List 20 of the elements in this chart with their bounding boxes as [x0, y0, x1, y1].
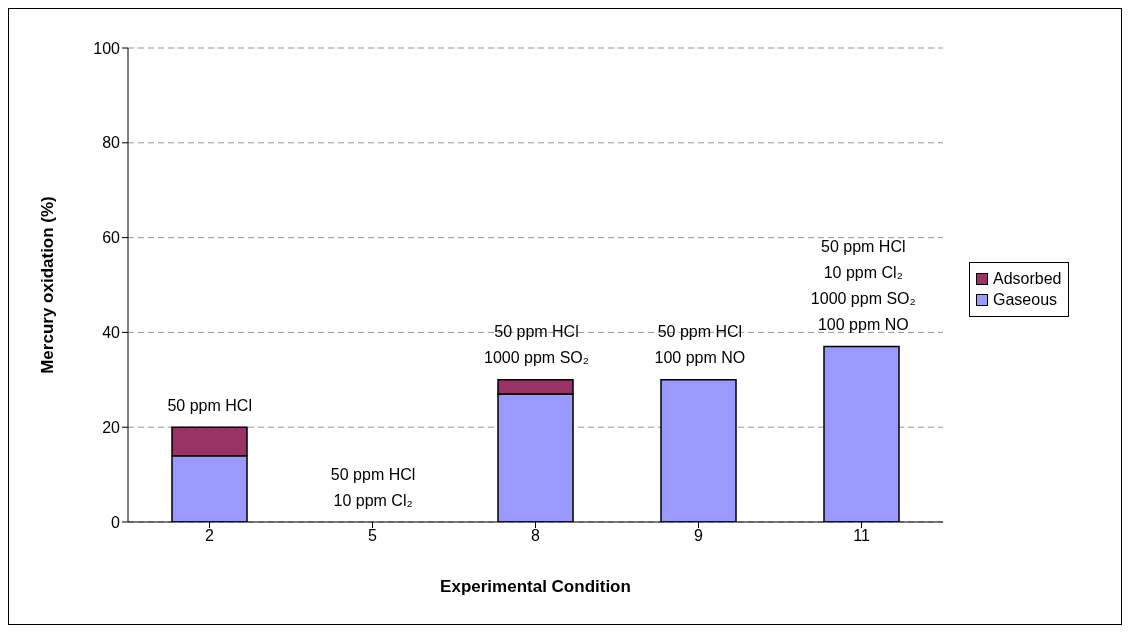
x-tick-label: 8 — [531, 527, 541, 545]
x-tick-label: 9 — [694, 527, 704, 545]
annotation: 50 ppm HCl 10 ppm Cl₂ 1000 ppm SO₂ 100 ppm NO — [810, 237, 916, 333]
y-axis-title: Mercury oxidation (%) — [38, 196, 58, 374]
annotation: 50 ppm HCl — [167, 396, 252, 414]
legend-label: Adsorbed — [993, 270, 1062, 288]
legend-label: Gaseous — [993, 291, 1058, 309]
x-tick-label: 2 — [205, 527, 215, 545]
x-axis-title: Experimental Condition — [440, 577, 631, 596]
annotation: 50 ppm HCl 100 ppm NO — [654, 323, 746, 367]
y-tick-label: 40 — [102, 324, 121, 342]
y-tick-label: 0 — [111, 513, 121, 531]
y-tick-label: 60 — [102, 229, 121, 247]
y-tick-label: 100 — [93, 39, 121, 57]
x-tick-label: 5 — [368, 527, 378, 545]
x-tick-label: 11 — [853, 527, 870, 545]
y-tick-label: 20 — [102, 418, 121, 436]
y-tick-label: 80 — [102, 134, 121, 152]
annotation: 50 ppm HCl 10 ppm Cl₂ — [330, 466, 416, 509]
annotation: 50 ppm HCl 1000 ppm SO₂ — [484, 323, 589, 367]
